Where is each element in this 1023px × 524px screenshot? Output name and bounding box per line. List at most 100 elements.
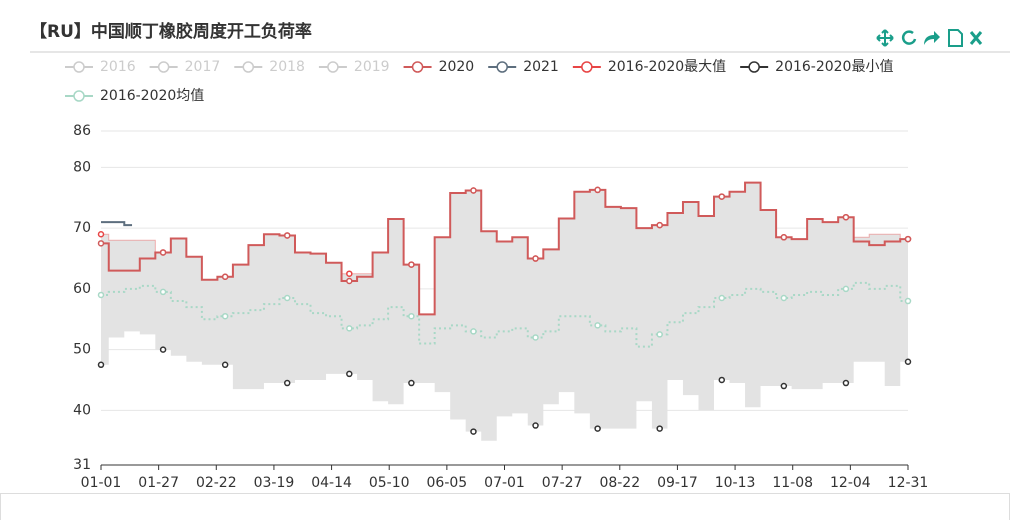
- legend-label: 2017: [185, 59, 221, 75]
- point-marker: [159, 249, 167, 256]
- point-marker: [842, 213, 850, 221]
- legend-marker: [73, 90, 85, 102]
- point-marker: [470, 187, 477, 194]
- point-marker: [97, 361, 105, 369]
- legend-item[interactable]: 2017: [149, 59, 221, 75]
- legend-item[interactable]: 2016: [65, 59, 136, 75]
- legend-label: 2018: [269, 59, 305, 75]
- legend-item[interactable]: 2018: [234, 59, 305, 75]
- point-marker: [408, 379, 415, 387]
- legend-item[interactable]: 2016-2020均值: [65, 88, 204, 104]
- point-marker: [408, 312, 415, 320]
- save-icon[interactable]: [948, 29, 963, 47]
- x-tick-label: 11-08: [772, 475, 813, 491]
- x-tick-label: 07-01: [484, 475, 525, 491]
- point-marker: [346, 370, 353, 378]
- point-marker: [408, 261, 415, 268]
- x-tick-label: 12-31: [888, 475, 929, 491]
- legend-label: 2016-2020均值: [100, 88, 204, 104]
- legend-marker: [496, 61, 508, 73]
- y-tick-label: 80: [73, 159, 91, 175]
- legend-item[interactable]: 2021: [488, 59, 559, 75]
- legend-item[interactable]: 2019: [318, 59, 390, 75]
- share-icon[interactable]: [924, 31, 940, 45]
- point-marker: [594, 425, 601, 432]
- legend-marker: [748, 61, 760, 73]
- x-tick-label: 02-22: [196, 475, 237, 491]
- point-marker: [346, 270, 353, 277]
- point-marker: [718, 294, 726, 302]
- point-marker: [97, 240, 105, 247]
- point-marker: [221, 312, 229, 320]
- x-tick-label: 03-19: [254, 475, 295, 491]
- toolbox[interactable]: [876, 29, 983, 47]
- point-marker: [283, 379, 291, 387]
- legend-marker: [327, 61, 339, 73]
- point-marker: [470, 328, 477, 335]
- x-tick-label: 10-13: [715, 475, 756, 491]
- point-marker: [221, 361, 229, 369]
- point-marker: [718, 376, 726, 384]
- point-marker: [780, 294, 788, 302]
- point-marker: [780, 234, 788, 241]
- x-tick-label: 01-01: [81, 475, 122, 491]
- legend-label: 2021: [523, 59, 559, 75]
- series-line: [101, 181, 908, 316]
- point-marker: [221, 273, 229, 280]
- legend-item[interactable]: 2020: [403, 59, 475, 75]
- x-tick-label: 05-10: [369, 475, 410, 491]
- legend-marker: [242, 61, 255, 73]
- legend-item[interactable]: 2016-2020最大值: [572, 59, 726, 75]
- y-tick-label: 50: [73, 342, 91, 358]
- y-tick-label: 40: [73, 402, 91, 418]
- point-marker: [346, 277, 353, 285]
- point-marker: [283, 232, 291, 239]
- point-marker: [97, 291, 105, 299]
- point-marker: [159, 346, 167, 353]
- point-marker: [159, 288, 167, 296]
- legend-label: 2016-2020最小值: [775, 59, 893, 75]
- refresh-icon[interactable]: [901, 30, 917, 45]
- point-marker: [470, 428, 477, 435]
- legend-marker: [157, 61, 170, 73]
- point-marker: [532, 422, 539, 429]
- series-line: [101, 221, 133, 227]
- point-marker: [532, 334, 539, 341]
- point-marker: [594, 186, 601, 194]
- y-tick-label: 31: [73, 457, 91, 473]
- y-tick-label: 86: [73, 123, 91, 139]
- point-marker: [842, 379, 850, 387]
- legend-label: 2016-2020最大值: [608, 59, 726, 75]
- point-marker: [904, 358, 912, 366]
- close-icon[interactable]: [969, 31, 983, 45]
- point-marker: [594, 322, 601, 329]
- point-marker: [532, 255, 539, 262]
- point-marker: [283, 294, 291, 302]
- x-tick-label: 01-27: [138, 475, 179, 491]
- y-tick-label: 60: [73, 281, 91, 297]
- legend-label: 2019: [354, 59, 390, 75]
- x-tick-label: 09-17: [657, 475, 698, 491]
- x-tick-label: 12-04: [830, 475, 871, 491]
- legend-label: 2020: [439, 59, 475, 75]
- y-tick-label: 70: [73, 220, 91, 236]
- lower-panel: [0, 493, 1010, 524]
- x-tick-label: 07-27: [542, 475, 583, 491]
- point-marker: [780, 382, 788, 390]
- point-marker: [97, 230, 105, 238]
- legend-label: 2016: [100, 59, 136, 75]
- point-marker: [842, 285, 850, 293]
- legend-item[interactable]: 2016-2020最小值: [740, 59, 893, 75]
- point-marker: [904, 235, 912, 243]
- legend-marker: [411, 61, 424, 73]
- point-marker: [346, 325, 353, 332]
- legend-marker: [73, 61, 85, 73]
- x-tick-label: 04-14: [311, 475, 352, 491]
- range-band: [101, 182, 908, 441]
- x-tick-label: 08-22: [599, 475, 640, 491]
- point-marker: [656, 425, 663, 432]
- move-icon[interactable]: [876, 29, 894, 47]
- x-tick-label: 06-05: [427, 475, 468, 491]
- point-marker: [904, 297, 912, 305]
